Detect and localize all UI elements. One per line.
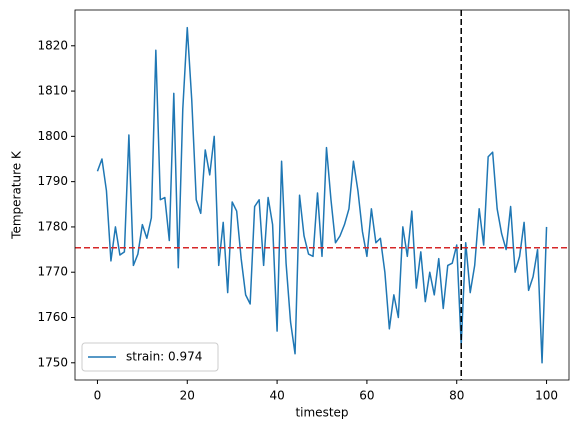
x-tick-label: 100	[535, 389, 558, 403]
legend-box	[81, 342, 219, 372]
y-tick-label: 1790	[37, 174, 68, 188]
y-tick-label: 1770	[37, 265, 68, 279]
x-tick-label: 60	[359, 389, 374, 403]
x-tick-label: 20	[180, 389, 195, 403]
y-tick-label: 1810	[37, 84, 68, 98]
y-tick-label: 1750	[37, 355, 68, 369]
x-tick-label: 40	[269, 389, 284, 403]
y-tick-label: 1760	[37, 310, 68, 324]
y-tick-label: 1780	[37, 219, 68, 233]
y-tick-label: 1800	[37, 129, 68, 143]
x-tick-label: 80	[449, 389, 464, 403]
y-tick-label: 1820	[37, 38, 68, 52]
plot-frame	[74, 9, 570, 381]
data-line	[96, 26, 548, 364]
legend-label: strain: 0.974	[126, 350, 202, 364]
y-axis-label: Temperature K	[10, 150, 24, 240]
x-axis-label: timestep	[295, 406, 348, 420]
x-tick-label: 0	[94, 389, 102, 403]
